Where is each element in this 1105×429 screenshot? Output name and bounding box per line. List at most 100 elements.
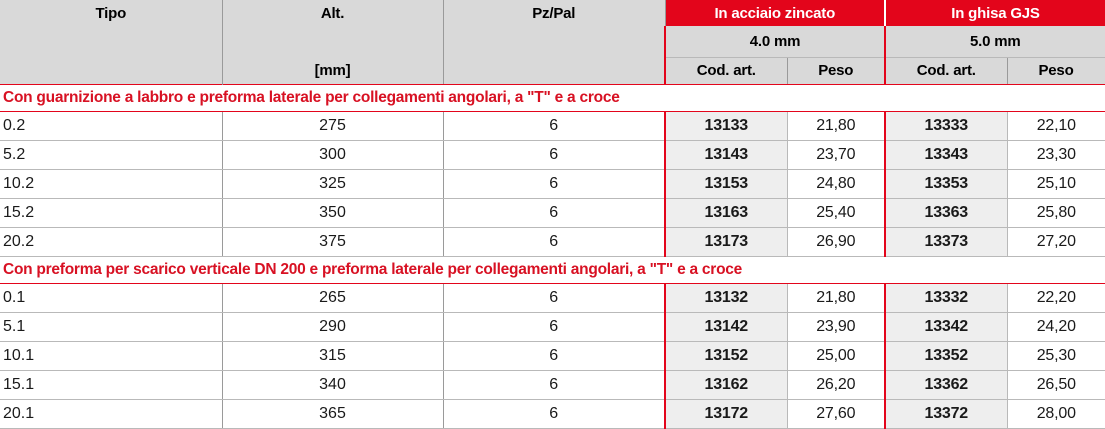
cell-peso-gjs: 27,20 (1007, 227, 1105, 257)
column-header-cod-art-gjs: Cod. art. (884, 57, 1008, 85)
cell-peso-zinc: 25,40 (787, 198, 886, 228)
table-row[interactable]: 0.1 265 6 13132 21,80 13332 22,20 (0, 283, 1105, 313)
cell-alt: 290 (222, 312, 444, 342)
header-row-groups: Tipo Alt. Pz/Pal In acciaio zincato In g… (0, 0, 1105, 84)
cell-peso-zinc: 23,90 (787, 312, 886, 342)
column-header-tipo: Tipo (0, 0, 223, 84)
column-header-pz-pal: Pz/Pal (443, 0, 666, 84)
cell-cod-art-zinc: 13142 (664, 312, 788, 342)
cell-tipo: 0.1 (0, 283, 223, 313)
cell-peso-zinc: 25,00 (787, 341, 886, 371)
cell-peso-gjs: 23,30 (1007, 140, 1105, 170)
cell-pz-pal: 6 (443, 227, 665, 257)
cell-peso-zinc: 21,80 (787, 111, 886, 141)
cell-alt: 340 (222, 370, 444, 400)
cell-pz-pal: 6 (443, 111, 665, 141)
cell-cod-art-zinc: 13163 (664, 198, 788, 228)
column-header-cod-art-zinc: Cod. art. (664, 57, 788, 85)
cell-pz-pal: 6 (443, 370, 665, 400)
table-row[interactable]: 5.1 290 6 13142 23,90 13342 24,20 (0, 312, 1105, 342)
cell-cod-art-gjs: 13353 (884, 169, 1008, 199)
thickness-header-5mm: 5.0 mm (884, 26, 1105, 58)
column-header-alt: Alt. (222, 0, 444, 57)
cell-cod-art-zinc: 13133 (664, 111, 788, 141)
cell-tipo: 20.2 (0, 227, 223, 257)
cell-cod-art-gjs: 13352 (884, 341, 1008, 371)
cell-pz-pal: 6 (443, 312, 665, 342)
cell-tipo: 5.1 (0, 312, 223, 342)
cell-cod-art-gjs: 13362 (884, 370, 1008, 400)
table-row[interactable]: 5.2 300 6 13143 23,70 13343 23,30 (0, 140, 1105, 170)
cell-alt: 265 (222, 283, 444, 313)
cell-cod-art-gjs: 13342 (884, 312, 1008, 342)
table-row[interactable]: 20.1 365 6 13172 27,60 13372 28,00 (0, 399, 1105, 429)
cell-alt: 365 (222, 399, 444, 429)
cell-peso-gjs: 22,10 (1007, 111, 1105, 141)
cell-pz-pal: 6 (443, 341, 665, 371)
cell-peso-gjs: 22,20 (1007, 283, 1105, 313)
cell-tipo: 0.2 (0, 111, 223, 141)
cell-tipo: 20.1 (0, 399, 223, 429)
cell-alt: 300 (222, 140, 444, 170)
group-header-acciaio-zincato: In acciaio zincato (665, 0, 886, 26)
cell-peso-gjs: 25,80 (1007, 198, 1105, 228)
cell-tipo: 5.2 (0, 140, 223, 170)
cell-tipo: 15.2 (0, 198, 223, 228)
cell-pz-pal: 6 (443, 140, 665, 170)
cell-cod-art-gjs: 13372 (884, 399, 1008, 429)
cell-peso-gjs: 26,50 (1007, 370, 1105, 400)
cell-alt: 325 (222, 169, 444, 199)
table-header: Tipo Alt. Pz/Pal In acciaio zincato In g… (0, 0, 1105, 85)
thickness-header-4mm: 4.0 mm (663, 26, 886, 58)
cell-cod-art-zinc: 13153 (664, 169, 788, 199)
cell-peso-zinc: 26,20 (787, 370, 886, 400)
cell-cod-art-zinc: 13162 (664, 370, 788, 400)
cell-cod-art-gjs: 13343 (884, 140, 1008, 170)
cell-alt: 275 (222, 111, 444, 141)
cell-cod-art-gjs: 13332 (884, 283, 1008, 313)
cell-alt: 315 (222, 341, 444, 371)
cell-alt: 375 (222, 227, 444, 257)
cell-peso-gjs: 25,10 (1007, 169, 1105, 199)
section-title: Con guarnizione a labbro e preforma late… (0, 83, 1105, 112)
cell-pz-pal: 6 (443, 283, 665, 313)
column-header-peso-gjs: Peso (1007, 57, 1105, 85)
cell-tipo: 15.1 (0, 370, 223, 400)
cell-peso-zinc: 27,60 (787, 399, 886, 429)
cell-pz-pal: 6 (443, 399, 665, 429)
section-title-row: Con preforma per scarico verticale DN 20… (0, 255, 1105, 284)
cell-pz-pal: 6 (443, 198, 665, 228)
section-title-row: Con guarnizione a labbro e preforma late… (0, 83, 1105, 112)
cell-cod-art-gjs: 13333 (884, 111, 1008, 141)
cell-cod-art-gjs: 13373 (884, 227, 1008, 257)
column-header-alt-unit: [mm] (222, 57, 444, 85)
cell-peso-gjs: 24,20 (1007, 312, 1105, 342)
cell-cod-art-zinc: 13172 (664, 399, 788, 429)
table-body: Con guarnizione a labbro e preforma late… (0, 83, 1105, 429)
cell-cod-art-zinc: 13173 (664, 227, 788, 257)
table-row[interactable]: 10.1 315 6 13152 25,00 13352 25,30 (0, 341, 1105, 371)
cell-peso-zinc: 23,70 (787, 140, 886, 170)
cell-pz-pal: 6 (443, 169, 665, 199)
group-header-ghisa-gjs: In ghisa GJS (884, 0, 1105, 26)
table-row[interactable]: 0.2 275 6 13133 21,80 13333 22,10 (0, 111, 1105, 141)
cell-peso-zinc: 26,90 (787, 227, 886, 257)
table-row[interactable]: 10.2 325 6 13153 24,80 13353 25,10 (0, 169, 1105, 199)
cell-peso-gjs: 28,00 (1007, 399, 1105, 429)
cell-cod-art-zinc: 13132 (664, 283, 788, 313)
cell-cod-art-gjs: 13363 (884, 198, 1008, 228)
cell-tipo: 10.2 (0, 169, 223, 199)
table-row[interactable]: 15.1 340 6 13162 26,20 13362 26,50 (0, 370, 1105, 400)
cell-cod-art-zinc: 13143 (664, 140, 788, 170)
table-row[interactable]: 20.2 375 6 13173 26,90 13373 27,20 (0, 227, 1105, 257)
cell-peso-gjs: 25,30 (1007, 341, 1105, 371)
cell-tipo: 10.1 (0, 341, 223, 371)
cell-peso-zinc: 24,80 (787, 169, 886, 199)
header-row-thickness: 4.0 mm 5.0 mm (0, 26, 1105, 58)
cell-alt: 350 (222, 198, 444, 228)
column-header-peso-zinc: Peso (787, 57, 886, 85)
cell-peso-zinc: 21,80 (787, 283, 886, 313)
table-row[interactable]: 15.2 350 6 13163 25,40 13363 25,80 (0, 198, 1105, 228)
